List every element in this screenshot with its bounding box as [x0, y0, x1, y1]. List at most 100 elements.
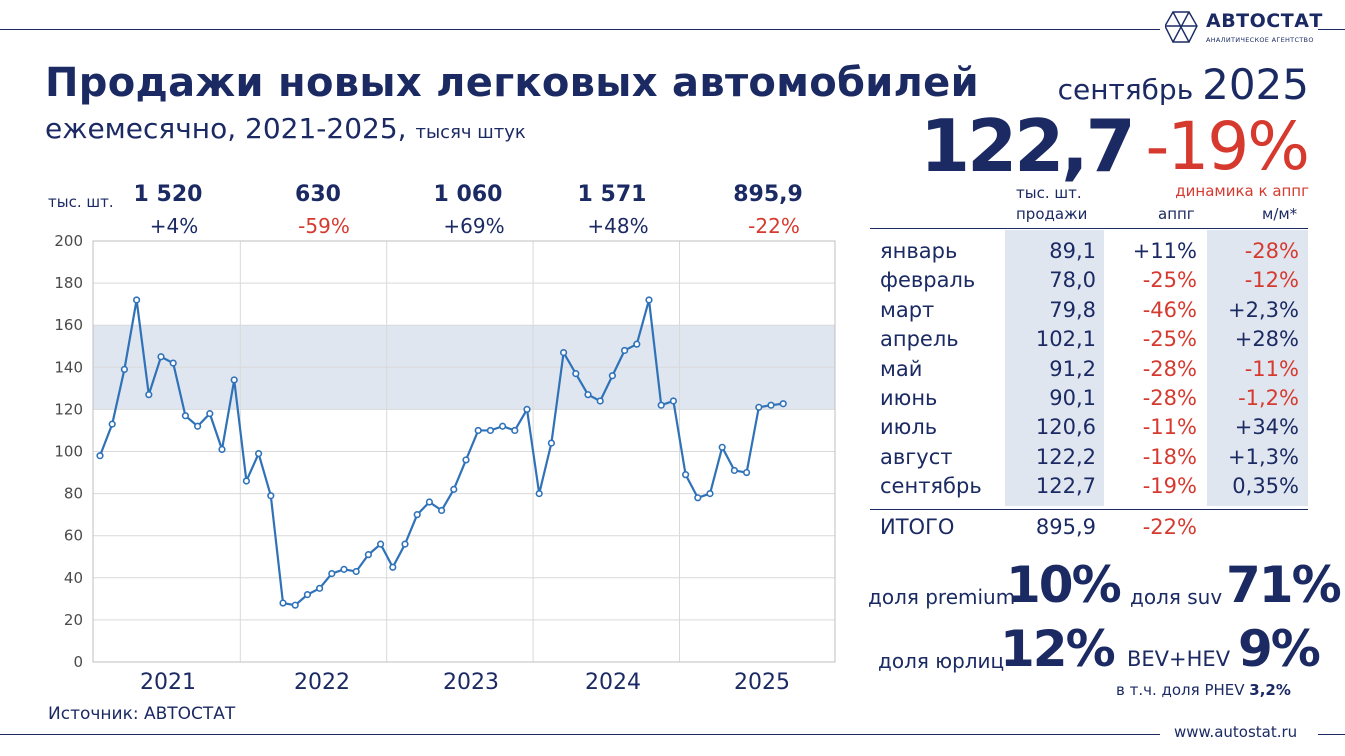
data-point: [620, 346, 629, 355]
data-point: [681, 471, 690, 479]
phev-share-value: 3,2%: [1249, 681, 1291, 699]
headline-unit: тыс. шт.: [1016, 184, 1082, 202]
y-tick-label: 80: [64, 485, 83, 503]
table-month: июль: [880, 415, 938, 440]
data-point: [340, 565, 348, 573]
data-point: [206, 410, 214, 418]
data-point: [596, 397, 604, 405]
total-label: ИТОГО: [880, 515, 955, 539]
headline-value: 122,7: [920, 104, 1136, 188]
year-change: +4%: [149, 214, 199, 238]
table-month: январь: [880, 239, 958, 263]
total-yoy: -22%: [1142, 515, 1197, 539]
x-tick-label: 2021: [140, 670, 196, 695]
data-point: [779, 400, 787, 408]
table-yoy: -25%: [1142, 268, 1197, 293]
year-total: 1 571: [577, 182, 647, 207]
data-point: [242, 477, 250, 485]
site-link[interactable]: www.autostat.ru: [1170, 723, 1302, 741]
data-point: [181, 412, 189, 420]
data-point: [328, 569, 336, 578]
ev-share-label: BEV+HEV: [1127, 647, 1231, 671]
table-mom: +2,3%: [1228, 297, 1299, 322]
data-point: [364, 551, 373, 559]
table-mom: -28%: [1244, 239, 1299, 263]
table-mom: +34%: [1234, 415, 1299, 440]
y-tick-label: 20: [64, 611, 83, 629]
data-point: [742, 468, 751, 477]
table-yoy: -11%: [1142, 415, 1197, 440]
mom-column-shade: [1207, 230, 1308, 506]
page-title: Продажи новых легковых автомобилей: [45, 60, 979, 106]
data-point: [694, 494, 702, 502]
data-point: [706, 490, 714, 498]
data-point: [425, 498, 434, 506]
y-tick-label: 140: [54, 358, 83, 376]
data-point: [413, 511, 421, 519]
y-tick-label: 160: [54, 316, 83, 334]
bottom-rule-right: [1318, 734, 1345, 735]
report-period: сентябрь 2025: [1058, 60, 1309, 109]
data-point: [535, 490, 543, 498]
table-mom: -1,2%: [1238, 386, 1299, 410]
table-mom: +1,3%: [1228, 444, 1299, 469]
data-point: [267, 492, 275, 500]
data-point: [462, 456, 470, 464]
year-total: 1 060: [433, 182, 503, 207]
table-month: май: [880, 356, 923, 381]
report-year: 2025: [1202, 60, 1309, 109]
data-point: [169, 359, 177, 367]
table-yoy: -46%: [1142, 297, 1197, 322]
table-mom: +28%: [1234, 327, 1299, 352]
report-month: сентябрь: [1057, 73, 1194, 106]
top-rule-right: [1318, 29, 1345, 30]
subtitle-unit: тысяч штук: [415, 122, 526, 143]
suv-share-label: доля suv: [1130, 585, 1223, 609]
table-mom: 0,35%: [1232, 474, 1299, 499]
data-point: [572, 370, 580, 378]
total-value: 895,9: [1035, 515, 1096, 539]
table-month: март: [880, 297, 935, 322]
table-value: 102,1: [1035, 327, 1096, 352]
data-point: [377, 540, 385, 548]
y-tick-label: 120: [54, 400, 83, 418]
col-header-yoy: аппг: [1158, 205, 1195, 223]
headline-change: -19%: [1145, 108, 1310, 185]
x-tick-label: 2022: [294, 670, 350, 695]
data-point: [730, 466, 739, 475]
table-mom: -11%: [1244, 356, 1299, 381]
logo-tagline: АНАЛИТИЧЕСКОЕ АГЕНТСТВО: [1206, 36, 1314, 44]
premium-share-label: доля premium: [868, 585, 1016, 609]
data-point: [120, 365, 128, 374]
table-value: 79,8: [1049, 297, 1096, 322]
table-month: июнь: [880, 386, 938, 410]
table-yoy: -25%: [1142, 327, 1197, 352]
suv-share-value: 71%: [1226, 556, 1342, 614]
x-tick-label: 2023: [443, 670, 499, 695]
table-mom: -12%: [1244, 268, 1299, 293]
data-point: [145, 391, 153, 399]
y-tick-label: 200: [54, 232, 83, 250]
data-point: [523, 405, 531, 414]
data-point: [96, 452, 104, 460]
data-point: [438, 506, 446, 515]
table-value: 122,7: [1035, 474, 1096, 499]
page-subtitle: ежемесячно, 2021-2025, тысяч штук: [45, 112, 526, 145]
y-tick-label: 180: [54, 274, 83, 292]
data-point: [608, 372, 617, 380]
sales-line-chart: 0 20 40 60 80 100 120 140 160 180 200 2021 2022 2023 2…: [54, 232, 836, 695]
data-point: [133, 296, 141, 304]
table-yoy: -28%: [1142, 386, 1197, 410]
source-note: Источник: АВТОСТАТ: [48, 704, 236, 724]
data-point: [511, 426, 519, 435]
value-column-shade: [1005, 230, 1104, 506]
data-point: [633, 340, 641, 348]
data-point: [255, 450, 263, 458]
y-tick-label: 100: [54, 443, 83, 461]
y-tick-label: 0: [73, 653, 83, 671]
data-point: [486, 426, 495, 435]
data-point: [584, 391, 592, 399]
ev-share-value: 9%: [1238, 620, 1321, 678]
premium-share-value: 10%: [1006, 556, 1122, 614]
logo-wordmark: АВТОСТАТ: [1206, 10, 1323, 32]
